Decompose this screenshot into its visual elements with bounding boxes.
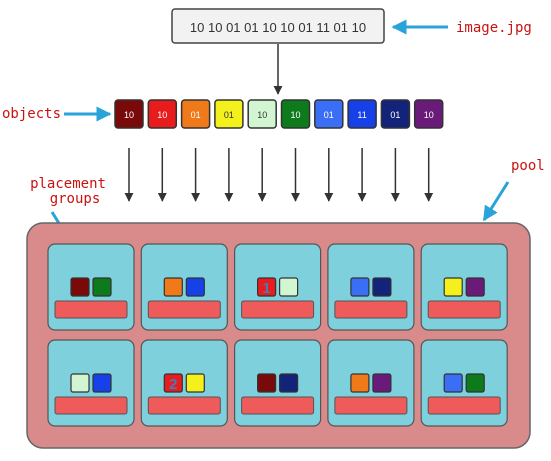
file-box: 10 10 01 01 10 10 01 11 01 10 <box>171 8 385 44</box>
pg-object-square <box>279 277 299 297</box>
pg-bar <box>241 396 315 415</box>
object-label: 10 <box>124 110 134 120</box>
object-6: 10 <box>280 99 311 129</box>
object-1: 10 <box>114 99 144 129</box>
pg-bar <box>427 300 501 319</box>
object-square <box>314 99 344 129</box>
placement-group-9 <box>327 339 415 427</box>
placement-group-4 <box>327 243 415 331</box>
objects-row: 10 10 01 01 10 10 01 11 01 10 <box>114 99 444 129</box>
pg-marker-number: 2 <box>169 376 177 393</box>
placement-groups-grid: 12 <box>47 243 508 427</box>
placement-group-5 <box>420 243 508 331</box>
placement-group-2 <box>140 243 228 331</box>
object-square <box>380 99 411 129</box>
object-square <box>247 99 277 129</box>
object-square <box>214 99 244 129</box>
object-7: 01 <box>314 99 344 129</box>
pg-bar <box>241 300 315 319</box>
pg-object-square <box>350 277 370 297</box>
pool-label: pool <box>511 158 545 174</box>
placement-group-1 <box>47 243 135 331</box>
pg-object-square <box>70 277 90 297</box>
placement-group-10 <box>420 339 508 427</box>
objects-label: objects <box>2 106 61 122</box>
file-name-label: image.jpg <box>456 20 532 36</box>
pg-object-square <box>163 373 183 393</box>
pg-object-square <box>70 373 90 393</box>
object-2: 10 <box>147 99 178 129</box>
object-square <box>347 99 377 129</box>
pg-object-square <box>372 277 392 297</box>
object-label: 01 <box>390 110 400 120</box>
object-label: 01 <box>324 110 334 120</box>
placement-group-7: 2 <box>140 339 228 427</box>
pg-object-square <box>185 373 205 393</box>
placement-group-6 <box>47 339 135 427</box>
object-5: 10 <box>247 99 277 129</box>
object-label: 11 <box>357 110 366 120</box>
pg-bar <box>147 396 221 415</box>
pg-object-square <box>350 373 370 393</box>
pg-object-square <box>443 277 463 297</box>
object-square <box>180 99 211 129</box>
pg-bar <box>334 300 408 319</box>
object-label: 10 <box>157 110 167 120</box>
object-square <box>280 99 311 129</box>
object-8: 11 <box>347 99 377 129</box>
pg-bar <box>147 300 221 319</box>
pg-bar <box>334 396 408 415</box>
pg-bar <box>427 396 501 415</box>
object-square <box>147 99 178 129</box>
pg-object-square <box>185 277 205 297</box>
object-9: 01 <box>380 99 411 129</box>
object-10: 10 <box>413 99 444 129</box>
pg-object-square <box>257 277 277 297</box>
object-square <box>413 99 444 129</box>
placement-groups-label-line1: placement <box>30 176 106 192</box>
object-3: 01 <box>180 99 211 129</box>
pg-object-square <box>279 373 299 393</box>
pg-object-square <box>163 277 183 297</box>
object-label: 10 <box>290 110 300 120</box>
placement-group-3: 1 <box>234 243 322 331</box>
pg-object-square <box>465 373 485 393</box>
object-label: 10 <box>257 110 267 120</box>
pg-bar <box>54 396 128 415</box>
object-label: 01 <box>191 110 201 120</box>
object-label: 10 <box>424 110 434 120</box>
pg-object-square <box>92 277 112 297</box>
object-4: 01 <box>214 99 244 129</box>
file-bits: 10 10 01 01 10 10 01 11 01 10 <box>190 20 366 35</box>
pg-object-square <box>465 277 485 297</box>
object-mapping-arrows <box>124 148 434 202</box>
object-label: 01 <box>224 110 234 120</box>
placement-groups-label-line2: groups <box>50 191 101 207</box>
pg-object-square <box>92 373 112 393</box>
pg-object-square <box>443 373 463 393</box>
pool-pointer-arrow <box>482 181 510 222</box>
placement-group-8 <box>234 339 322 427</box>
object-square <box>114 99 144 129</box>
pg-marker-number: 1 <box>262 280 270 297</box>
pg-bar <box>54 300 128 319</box>
pg-object-square <box>257 373 277 393</box>
pg-object-square <box>372 373 392 393</box>
